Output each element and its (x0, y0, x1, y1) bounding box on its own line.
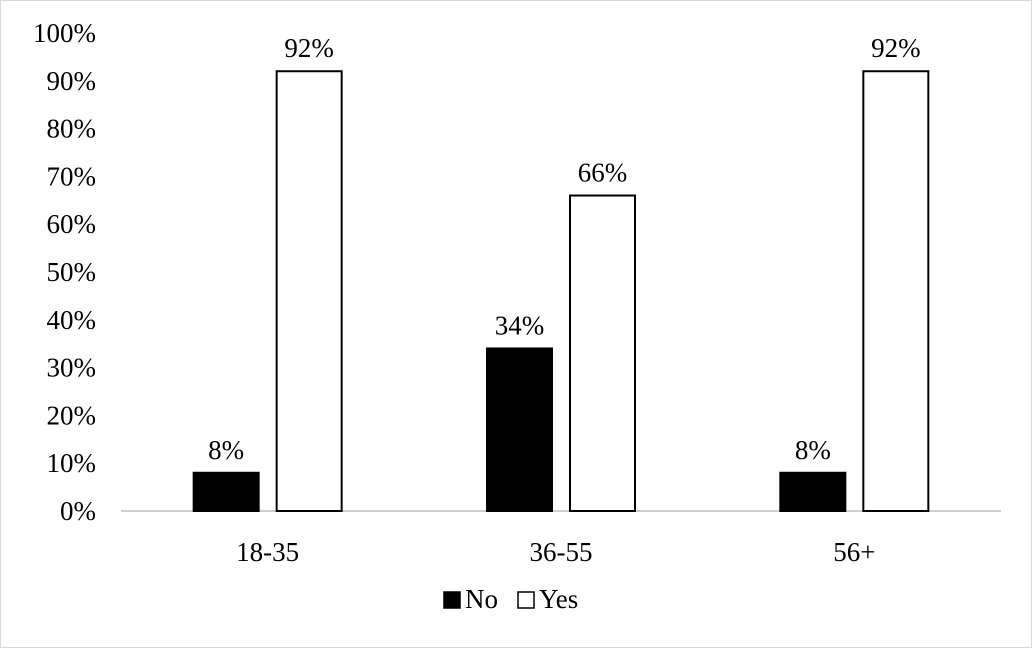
y-tick-label: 0% (60, 496, 96, 526)
y-tick-label: 70% (47, 161, 97, 191)
data-label: 92% (871, 33, 921, 63)
x-category-label: 18-35 (236, 537, 299, 567)
data-label: 34% (495, 310, 545, 340)
data-label: 66% (578, 158, 628, 188)
y-tick-label: 90% (47, 66, 97, 96)
y-tick-label: 40% (47, 305, 97, 335)
data-label: 92% (284, 33, 334, 63)
bar-no-1 (192, 471, 260, 513)
bars (192, 70, 930, 513)
y-tick-label: 80% (47, 114, 97, 144)
y-tick-label: 30% (47, 353, 97, 383)
bar-yes-2 (569, 194, 636, 513)
legend: No Yes (443, 584, 578, 614)
y-tick-label: 100% (33, 18, 96, 48)
y-tick-label: 20% (47, 400, 97, 430)
bar-no-2 (486, 347, 553, 513)
legend-label-yes: Yes (539, 584, 578, 614)
x-axis-category-labels: 18-35 36-55 56+ (236, 537, 875, 567)
data-label: 8% (208, 435, 244, 465)
bar-yes-3 (862, 70, 930, 513)
data-label: 8% (795, 435, 831, 465)
y-tick-label: 10% (47, 448, 97, 478)
x-category-label: 36-55 (530, 537, 593, 567)
x-category-label: 56+ (833, 537, 875, 567)
legend-swatch-yes (517, 591, 535, 609)
legend-label-no: No (465, 584, 498, 614)
data-labels: 8% 92% 34% 66% 8% 92% (208, 33, 920, 465)
y-tick-label: 60% (47, 209, 97, 239)
legend-swatch-no (443, 591, 461, 609)
bar-no-3 (779, 471, 847, 513)
bar-yes-1 (275, 70, 343, 513)
y-axis-tick-labels: 0% 10% 20% 30% 40% 50% 60% 70% 80% 90% 100% (33, 18, 96, 526)
y-tick-label: 50% (47, 257, 97, 287)
